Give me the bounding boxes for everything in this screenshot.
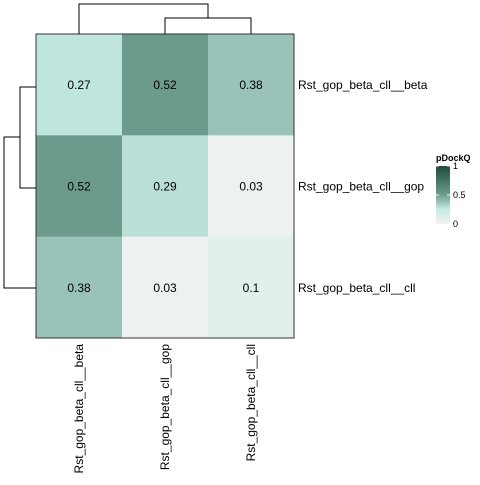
row-label: Rst_gop_beta_cll__cll [298, 281, 415, 295]
heatmap-cell-r1-c3 [208, 34, 295, 136]
heatmap-cell-r1-c1 [36, 34, 123, 136]
color-legend: pDockQ 00.51 [436, 153, 471, 229]
heatmap-cell-r2-c1 [36, 135, 123, 238]
legend-color-bar [436, 166, 450, 224]
cell-labels-layer: 0.27 0.52 0.38 0.52 0.29 0.03 0.38 0.03 0.1 [67, 78, 263, 295]
cell-value-label: 0.29 [153, 179, 177, 193]
legend-ticks: 00.51 [436, 161, 466, 229]
column-label: Rst_gop_beta_cll__cll [244, 344, 258, 461]
cell-value-label: 0.38 [239, 78, 263, 92]
legend-tick-label: 0 [453, 219, 458, 229]
row-dendrogram-branch-inner [19, 86, 36, 189]
row-labels-layer: Rst_gop_beta_cll__beta Rst_gop_beta_cll__… [298, 78, 428, 295]
heatmap-cell-r3-c1 [36, 236, 123, 339]
legend-title: pDockQ [436, 153, 471, 163]
column-dendrogram [78, 3, 252, 34]
row-label: Rst_gop_beta_cll__beta [298, 78, 428, 92]
cells-layer [36, 34, 295, 339]
col-labels-layer: Rst_gop_beta_cll__beta Rst_gop_beta_cll__… [72, 344, 258, 474]
column-label: Rst_gop_beta_cll__beta [72, 344, 86, 474]
cell-value-label: 0.03 [239, 179, 263, 193]
heatmap-cell-r3-c2 [122, 236, 209, 339]
cell-value-label: 0.03 [153, 281, 177, 295]
column-label: Rst_gop_beta_cll__gop [158, 344, 172, 470]
col-dendrogram-branch-inner [164, 17, 252, 34]
cell-value-label: 0.38 [67, 281, 91, 295]
col-dendrogram-branch-root [78, 3, 209, 34]
heatmap-cell-r2-c3 [208, 135, 295, 238]
legend-tick-label: 0.5 [453, 190, 466, 200]
row-dendrogram-branch-root [3, 136, 36, 289]
heatmap-cell-r3-c3 [208, 236, 295, 339]
row-label: Rst_gop_beta_cll__gop [298, 179, 424, 193]
heatmap-cell-r1-c2 [122, 34, 209, 136]
row-dendrogram [3, 86, 36, 289]
heatmap-cell-r2-c2 [122, 135, 209, 238]
cell-value-label: 0.52 [153, 78, 177, 92]
cell-value-label: 0.52 [67, 179, 91, 193]
cell-value-label: 0.1 [243, 281, 260, 295]
legend-tick-label: 1 [453, 161, 458, 171]
cell-value-label: 0.27 [67, 78, 91, 92]
